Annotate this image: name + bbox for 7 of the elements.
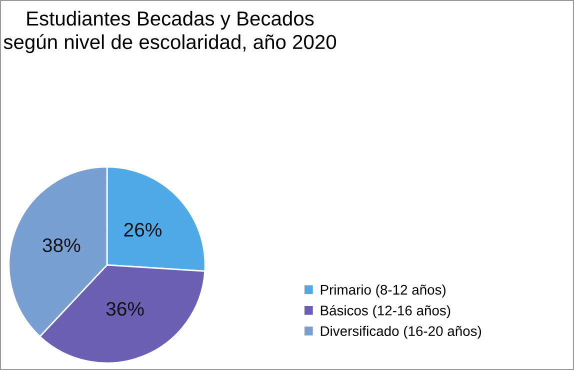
legend-label: Diversificado (16-20 años) [320,326,482,339]
chart-title: Estudiantes Becadas y Becados según nivel de escolaridad, año 2020 [4,10,336,54]
data-label: 36% [106,302,144,316]
data-label: 26% [124,222,162,237]
legend-label: Básicos (12-16 años) [320,305,450,318]
data-label: 38% [42,238,80,252]
legend-label: Primario (8-12 años) [320,284,446,298]
